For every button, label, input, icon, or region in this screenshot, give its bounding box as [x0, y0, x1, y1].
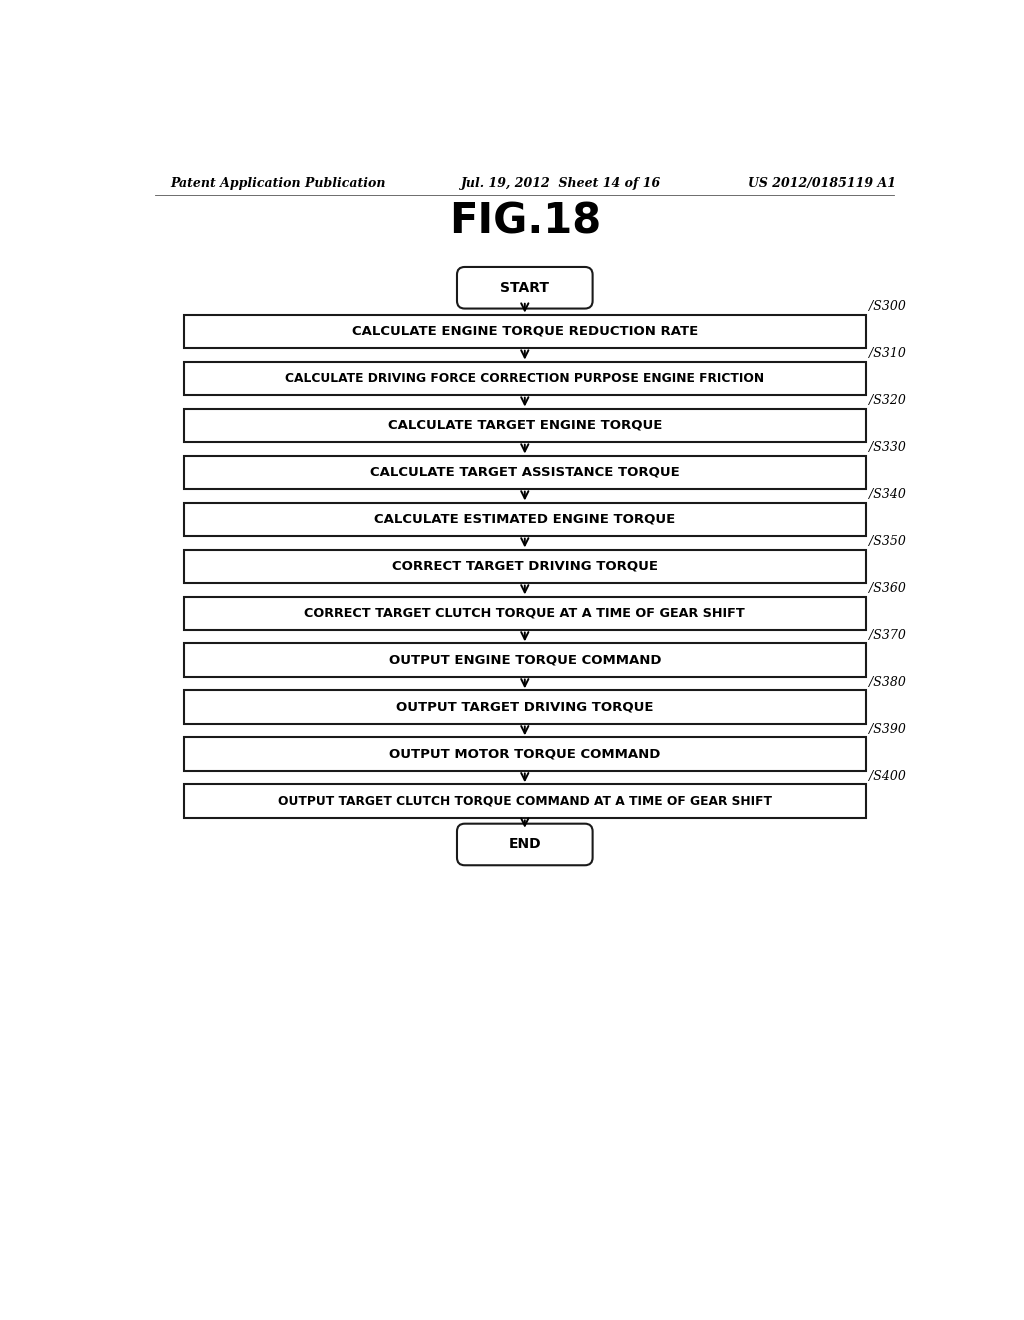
Text: FIG.18: FIG.18: [449, 201, 601, 243]
Text: OUTPUT MOTOR TORQUE COMMAND: OUTPUT MOTOR TORQUE COMMAND: [389, 747, 660, 760]
Text: CALCULATE TARGET ASSISTANCE TORQUE: CALCULATE TARGET ASSISTANCE TORQUE: [370, 466, 680, 479]
Text: OUTPUT TARGET DRIVING TORQUE: OUTPUT TARGET DRIVING TORQUE: [396, 701, 653, 714]
Text: Patent Application Publication: Patent Application Publication: [171, 177, 386, 190]
FancyBboxPatch shape: [183, 362, 866, 395]
Text: /S300: /S300: [869, 300, 906, 313]
Text: /S360: /S360: [869, 582, 906, 595]
Text: CORRECT TARGET CLUTCH TORQUE AT A TIME OF GEAR SHIFT: CORRECT TARGET CLUTCH TORQUE AT A TIME O…: [304, 607, 745, 619]
Text: /S350: /S350: [869, 535, 906, 548]
Text: /S370: /S370: [869, 628, 906, 642]
Text: Jul. 19, 2012  Sheet 14 of 16: Jul. 19, 2012 Sheet 14 of 16: [461, 177, 662, 190]
FancyBboxPatch shape: [183, 784, 866, 817]
Text: /S310: /S310: [869, 347, 906, 360]
FancyBboxPatch shape: [183, 690, 866, 723]
Text: CORRECT TARGET DRIVING TORQUE: CORRECT TARGET DRIVING TORQUE: [392, 560, 657, 573]
FancyBboxPatch shape: [183, 597, 866, 630]
Text: /S390: /S390: [869, 723, 906, 735]
FancyBboxPatch shape: [183, 409, 866, 442]
Text: CALCULATE TARGET ENGINE TORQUE: CALCULATE TARGET ENGINE TORQUE: [388, 418, 662, 432]
FancyBboxPatch shape: [183, 643, 866, 677]
Text: /S380: /S380: [869, 676, 906, 689]
Text: CALCULATE DRIVING FORCE CORRECTION PURPOSE ENGINE FRICTION: CALCULATE DRIVING FORCE CORRECTION PURPO…: [286, 372, 764, 384]
FancyBboxPatch shape: [183, 549, 866, 582]
Text: /S330: /S330: [869, 441, 906, 454]
Text: CALCULATE ESTIMATED ENGINE TORQUE: CALCULATE ESTIMATED ENGINE TORQUE: [374, 512, 676, 525]
Text: OUTPUT ENGINE TORQUE COMMAND: OUTPUT ENGINE TORQUE COMMAND: [388, 653, 662, 667]
Text: /S400: /S400: [869, 770, 906, 783]
Text: /S340: /S340: [869, 488, 906, 502]
Text: US 2012/0185119 A1: US 2012/0185119 A1: [748, 177, 896, 190]
FancyBboxPatch shape: [183, 314, 866, 348]
Text: /S320: /S320: [869, 395, 906, 407]
FancyBboxPatch shape: [183, 738, 866, 771]
FancyBboxPatch shape: [457, 824, 593, 865]
FancyBboxPatch shape: [457, 267, 593, 309]
Text: OUTPUT TARGET CLUTCH TORQUE COMMAND AT A TIME OF GEAR SHIFT: OUTPUT TARGET CLUTCH TORQUE COMMAND AT A…: [278, 795, 772, 808]
FancyBboxPatch shape: [183, 455, 866, 488]
FancyBboxPatch shape: [183, 503, 866, 536]
Text: START: START: [501, 281, 549, 294]
Text: END: END: [509, 837, 541, 851]
Text: CALCULATE ENGINE TORQUE REDUCTION RATE: CALCULATE ENGINE TORQUE REDUCTION RATE: [351, 325, 698, 338]
